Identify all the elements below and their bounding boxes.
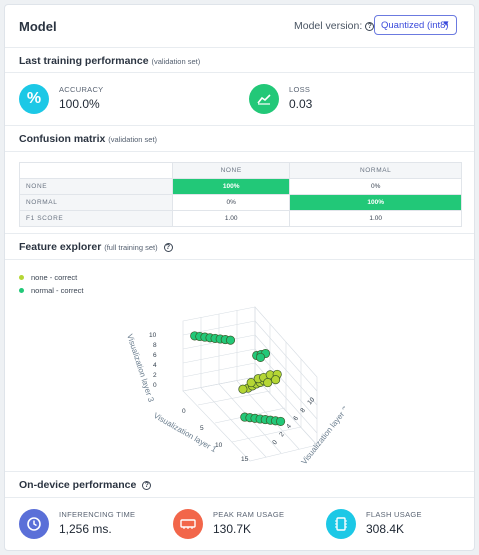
tick-label: 4: [285, 423, 293, 431]
chip-icon: [326, 509, 356, 539]
help-icon[interactable]: ?: [163, 243, 173, 252]
feature-explorer-3d-plot[interactable]: 10 8 6 4 2 0 0 5 10 15 0 2 4 6 8 10 Visu…: [105, 295, 345, 470]
chevron-down-icon: ▼: [442, 19, 450, 28]
tick-label: 0: [182, 408, 186, 415]
tick-label: 8: [299, 407, 307, 415]
divider: [5, 497, 474, 498]
tick-label: 4: [153, 362, 157, 369]
accuracy-value: 100.0%: [59, 97, 100, 111]
tick-label: 2: [278, 431, 286, 439]
model-version-select[interactable]: Quantized (int8) ▼: [374, 15, 457, 35]
legend-item-none[interactable]: none - correct: [19, 273, 77, 282]
tick-label: 10: [306, 396, 316, 406]
scatter-point[interactable]: [238, 384, 248, 394]
tick-label: 2: [153, 372, 157, 379]
row-header: NONE: [19, 178, 173, 195]
scatter-point[interactable]: [246, 378, 256, 388]
y-axis-title: Visualization layer 2: [299, 404, 345, 466]
scatter-point[interactable]: [276, 416, 286, 426]
divider: [5, 47, 474, 48]
divider: [5, 471, 474, 472]
tick-label: 6: [153, 352, 157, 359]
table-row: F1 SCORE 1.00 1.00: [19, 210, 462, 227]
table-corner-cell: [19, 162, 173, 179]
divider: [5, 125, 474, 126]
table-cell: 100%: [289, 194, 462, 211]
tick-label: 8: [153, 342, 157, 349]
loss-label: LOSS: [289, 85, 311, 94]
scatter-point[interactable]: [263, 378, 273, 388]
divider: [5, 259, 474, 260]
legend-dot: [19, 288, 24, 293]
tick-label: 10: [149, 332, 157, 339]
table-row: NORMAL 0% 100%: [19, 194, 462, 211]
training-section-title: Last training performance (validation se…: [19, 55, 201, 67]
loss-value: 0.03: [289, 97, 313, 111]
inferencing-time-value: 1,256 ms.: [59, 522, 112, 536]
flash-usage-label: FLASH USAGE: [366, 510, 422, 519]
divider: [5, 233, 474, 234]
percent-icon: %: [19, 84, 49, 114]
table-cell: 1.00: [171, 210, 291, 227]
model-version-label: Model version:?: [294, 20, 375, 32]
inferencing-time-label: INFERENCING TIME: [59, 510, 136, 519]
scatter-point[interactable]: [271, 375, 281, 385]
x-axis-ticks: 0 5 10 15: [182, 408, 249, 463]
table-cell: 100%: [171, 178, 291, 195]
table-cell: 1.00: [289, 210, 462, 227]
divider: [5, 72, 474, 73]
model-card: Model Model version:? Quantized (int8) ▼…: [4, 4, 475, 551]
memory-icon: [173, 509, 203, 539]
accuracy-label: ACCURACY: [59, 85, 104, 94]
legend-item-normal[interactable]: normal - correct: [19, 286, 84, 295]
scatter-points: [190, 331, 286, 426]
z-axis-ticks: 10 8 6 4 2 0: [149, 332, 157, 389]
z-axis-title: Visualization layer 3: [125, 333, 156, 404]
column-header-normal: NORMAL: [289, 162, 462, 179]
tick-label: 15: [241, 456, 249, 463]
table-header-row: NONE NORMAL: [19, 162, 462, 179]
help-icon[interactable]: ?: [142, 481, 152, 490]
table-cell: 0%: [289, 178, 462, 195]
table-row: NONE 100% 0%: [19, 178, 462, 195]
legend-dot: [19, 275, 24, 280]
page-title: Model: [19, 19, 57, 34]
peak-ram-label: PEAK RAM USAGE: [213, 510, 285, 519]
flash-usage-value: 308.4K: [366, 522, 405, 536]
ondevice-section-title: On-device performance ?: [19, 479, 152, 491]
tick-label: 5: [200, 425, 204, 432]
peak-ram-value: 130.7K: [213, 522, 252, 536]
plot-grid: [182, 306, 318, 462]
column-header-none: NONE: [171, 162, 291, 179]
confusion-section-title: Confusion matrix (validation set): [19, 133, 158, 145]
model-version-value: Quantized (int8): [381, 20, 449, 31]
y-axis-ticks: 0 2 4 6 8 10: [271, 396, 316, 446]
confusion-matrix-table: NONE NORMAL NONE 100% 0% NORMAL 0% 100% …: [19, 162, 462, 227]
tick-label: 0: [271, 439, 279, 447]
tick-label: 0: [153, 382, 157, 389]
scatter-point[interactable]: [255, 352, 266, 362]
divider: [5, 151, 474, 152]
help-icon[interactable]: ?: [365, 22, 375, 31]
row-header: F1 SCORE: [19, 210, 173, 227]
clock-icon: [19, 509, 49, 539]
row-header: NORMAL: [19, 194, 173, 211]
table-cell: 0%: [171, 194, 291, 211]
chart-line-icon: [249, 84, 279, 114]
scatter-point[interactable]: [225, 335, 236, 345]
feature-explorer-title: Feature explorer (full training set) ?: [19, 241, 173, 253]
tick-label: 6: [292, 415, 300, 423]
tick-label: 10: [215, 442, 223, 449]
